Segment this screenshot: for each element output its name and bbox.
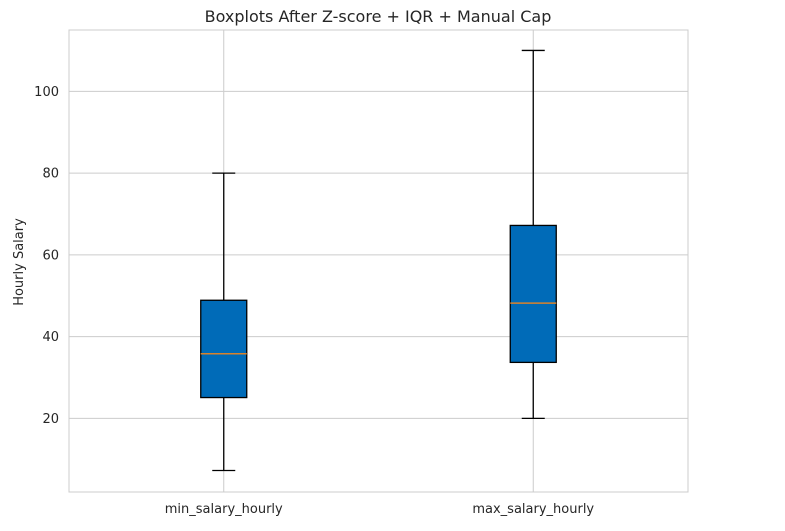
x-tick-labels: min_salary_hourly max_salary_hourly [165,502,595,517]
box-max_salary_hourly [509,49,557,420]
chart-title: Boxplots After Z-score + IQR + Manual Ca… [205,7,552,26]
y-tick-label: 40 [42,330,59,345]
y-tick-labels: 20 40 60 80 100 [34,85,59,427]
y-tick-label: 100 [34,85,59,100]
x-tick-label: max_salary_hourly [472,502,594,517]
y-tick-label: 80 [42,167,59,182]
plot-frame [68,29,689,493]
box-layer [200,49,557,472]
iqr-box [509,224,557,364]
grid-layer [69,30,688,492]
y-axis-label: Hourly Salary [12,218,27,306]
box-min_salary_hourly [200,172,248,472]
y-tick-label: 20 [42,412,59,427]
iqr-box [200,299,248,399]
x-tick-label: min_salary_hourly [165,502,283,517]
y-tick-label: 60 [42,248,59,263]
